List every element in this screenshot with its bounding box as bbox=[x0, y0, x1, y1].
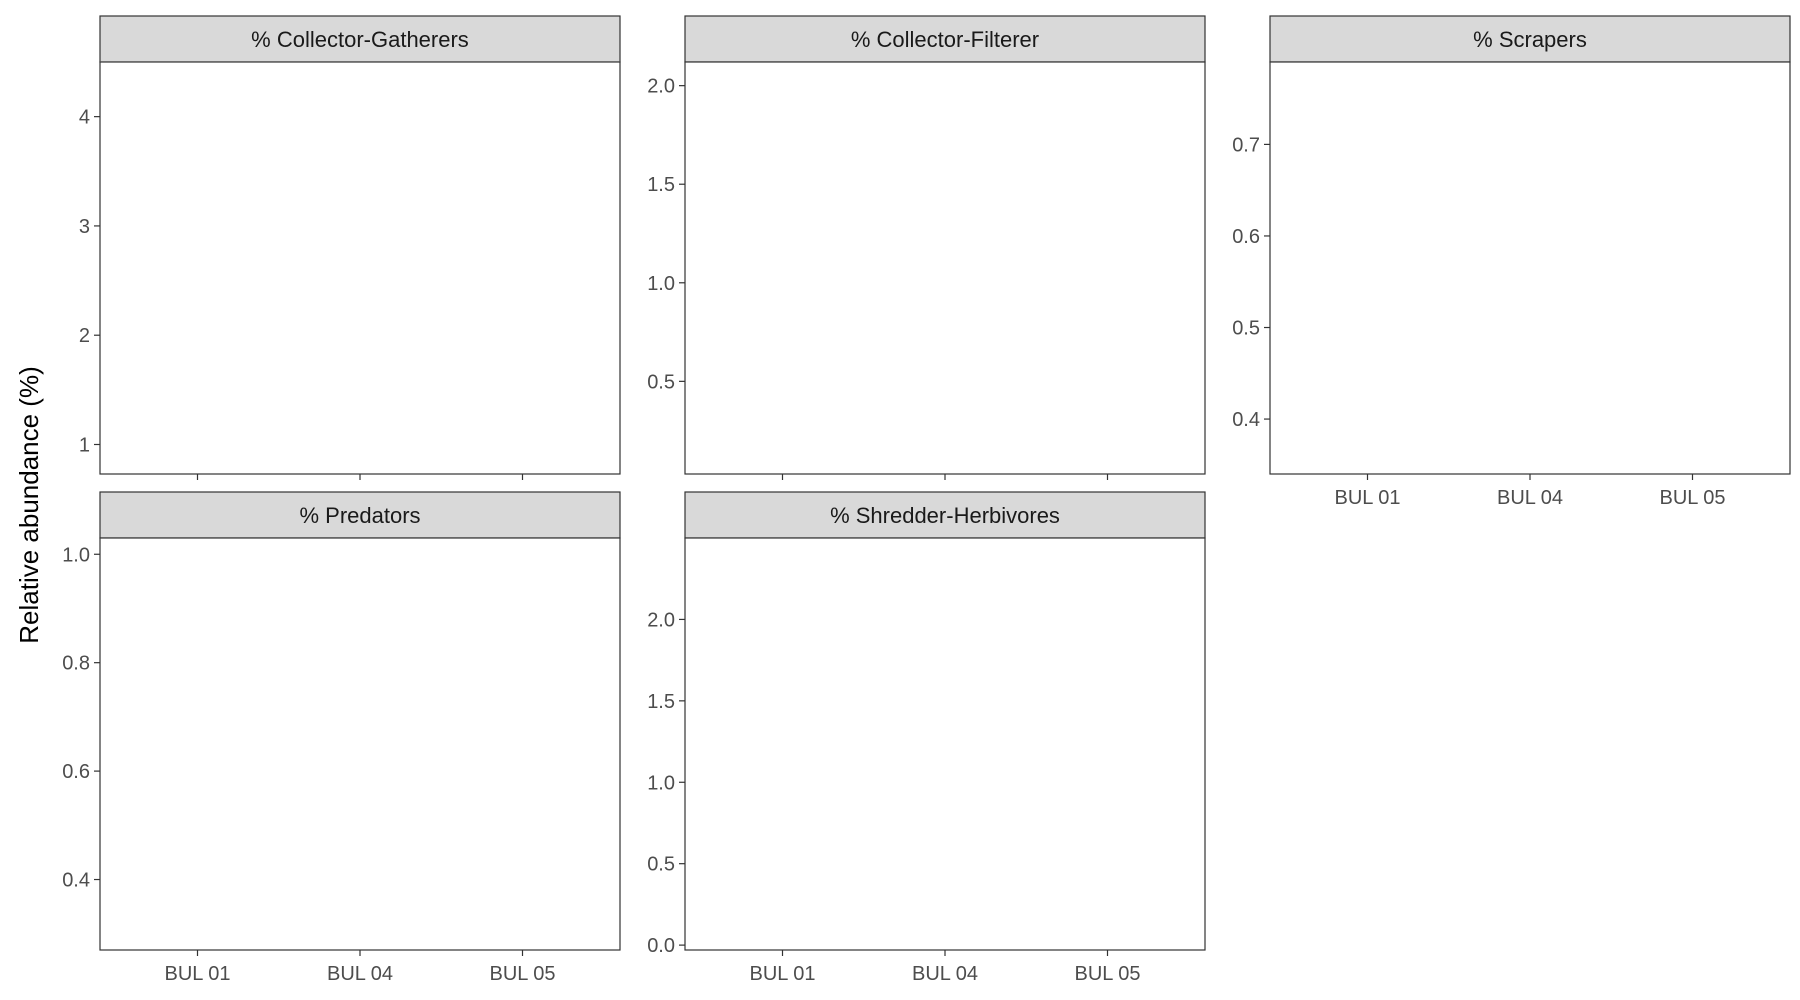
y-tick-label: 2 bbox=[79, 325, 90, 347]
x-tick-label: BUL 01 bbox=[165, 963, 231, 985]
facet-title: % Shredder-Herbivores bbox=[830, 503, 1060, 528]
facet-strip bbox=[1269, 15, 1791, 63]
y-tick-label: 0.0 bbox=[647, 935, 675, 957]
x-tick-label: BUL 05 bbox=[490, 963, 556, 985]
y-tick-label: 0.6 bbox=[62, 761, 90, 783]
facet-panel: % Collector-Gatherers 1 2 3 4 bbox=[79, 15, 621, 480]
y-tick-label: 0.5 bbox=[647, 371, 675, 393]
x-tick-label: BUL 01 bbox=[1335, 487, 1401, 509]
y-tick-label: 2.0 bbox=[647, 76, 675, 98]
x-tick-label: BUL 01 bbox=[750, 963, 816, 985]
y-tick-label: 0.4 bbox=[62, 870, 90, 892]
y-tick-label: 2.0 bbox=[647, 609, 675, 631]
y-tick-label: 1.0 bbox=[647, 273, 675, 295]
y-tick-label: 0.7 bbox=[1232, 134, 1260, 156]
panel-border bbox=[684, 537, 1206, 951]
y-tick-label: 0.6 bbox=[1232, 226, 1260, 248]
facet-panel: % Scrapers 0.4 0.5 0.6 0.7 BUL 01 BUL 04 BUL 05 bbox=[1232, 15, 1791, 509]
panel-border bbox=[684, 61, 1206, 475]
x-tick-label: BUL 04 bbox=[327, 963, 393, 985]
facet-strip bbox=[684, 491, 1206, 539]
y-tick-label: 1 bbox=[79, 434, 90, 456]
facet-panel: % Collector-Filterer 0.5 1.0 1.5 2.0 bbox=[647, 15, 1206, 480]
y-tick-label: 0.5 bbox=[1232, 318, 1260, 340]
facet-strip bbox=[99, 15, 621, 63]
facet-title: % Scrapers bbox=[1473, 27, 1587, 52]
y-tick-label: 0.8 bbox=[62, 653, 90, 675]
y-tick-label: 1.5 bbox=[647, 691, 675, 713]
facet-strip bbox=[684, 15, 1206, 63]
facet-title: % Collector-Filterer bbox=[851, 27, 1039, 52]
y-tick-label: 0.4 bbox=[1232, 409, 1260, 431]
x-tick-label: BUL 05 bbox=[1660, 487, 1726, 509]
panel-border bbox=[99, 537, 621, 951]
facet-panel: % Shredder-Herbivores 0.0 0.5 1.0 1.5 2.0 BUL … bbox=[647, 491, 1206, 985]
y-tick-label: 1.0 bbox=[647, 772, 675, 794]
facet-title: % Collector-Gatherers bbox=[251, 27, 469, 52]
x-tick-label: BUL 05 bbox=[1075, 963, 1141, 985]
facet-title: % Predators bbox=[299, 503, 420, 528]
y-axis-label: Relative abundance (%) bbox=[14, 366, 44, 644]
y-tick-label: 1.0 bbox=[62, 544, 90, 566]
y-tick-label: 4 bbox=[79, 107, 90, 129]
facet-panel: % Predators 0.4 0.6 0.8 1.0 BUL 01 BUL 04 BUL 0… bbox=[62, 491, 621, 985]
y-tick-label: 3 bbox=[79, 216, 90, 238]
panel-border bbox=[99, 61, 621, 475]
x-tick-label: BUL 04 bbox=[912, 963, 978, 985]
x-tick-label: BUL 04 bbox=[1497, 487, 1563, 509]
y-tick-label: 0.5 bbox=[647, 854, 675, 876]
panel-border bbox=[1269, 61, 1791, 475]
y-tick-label: 1.5 bbox=[647, 174, 675, 196]
